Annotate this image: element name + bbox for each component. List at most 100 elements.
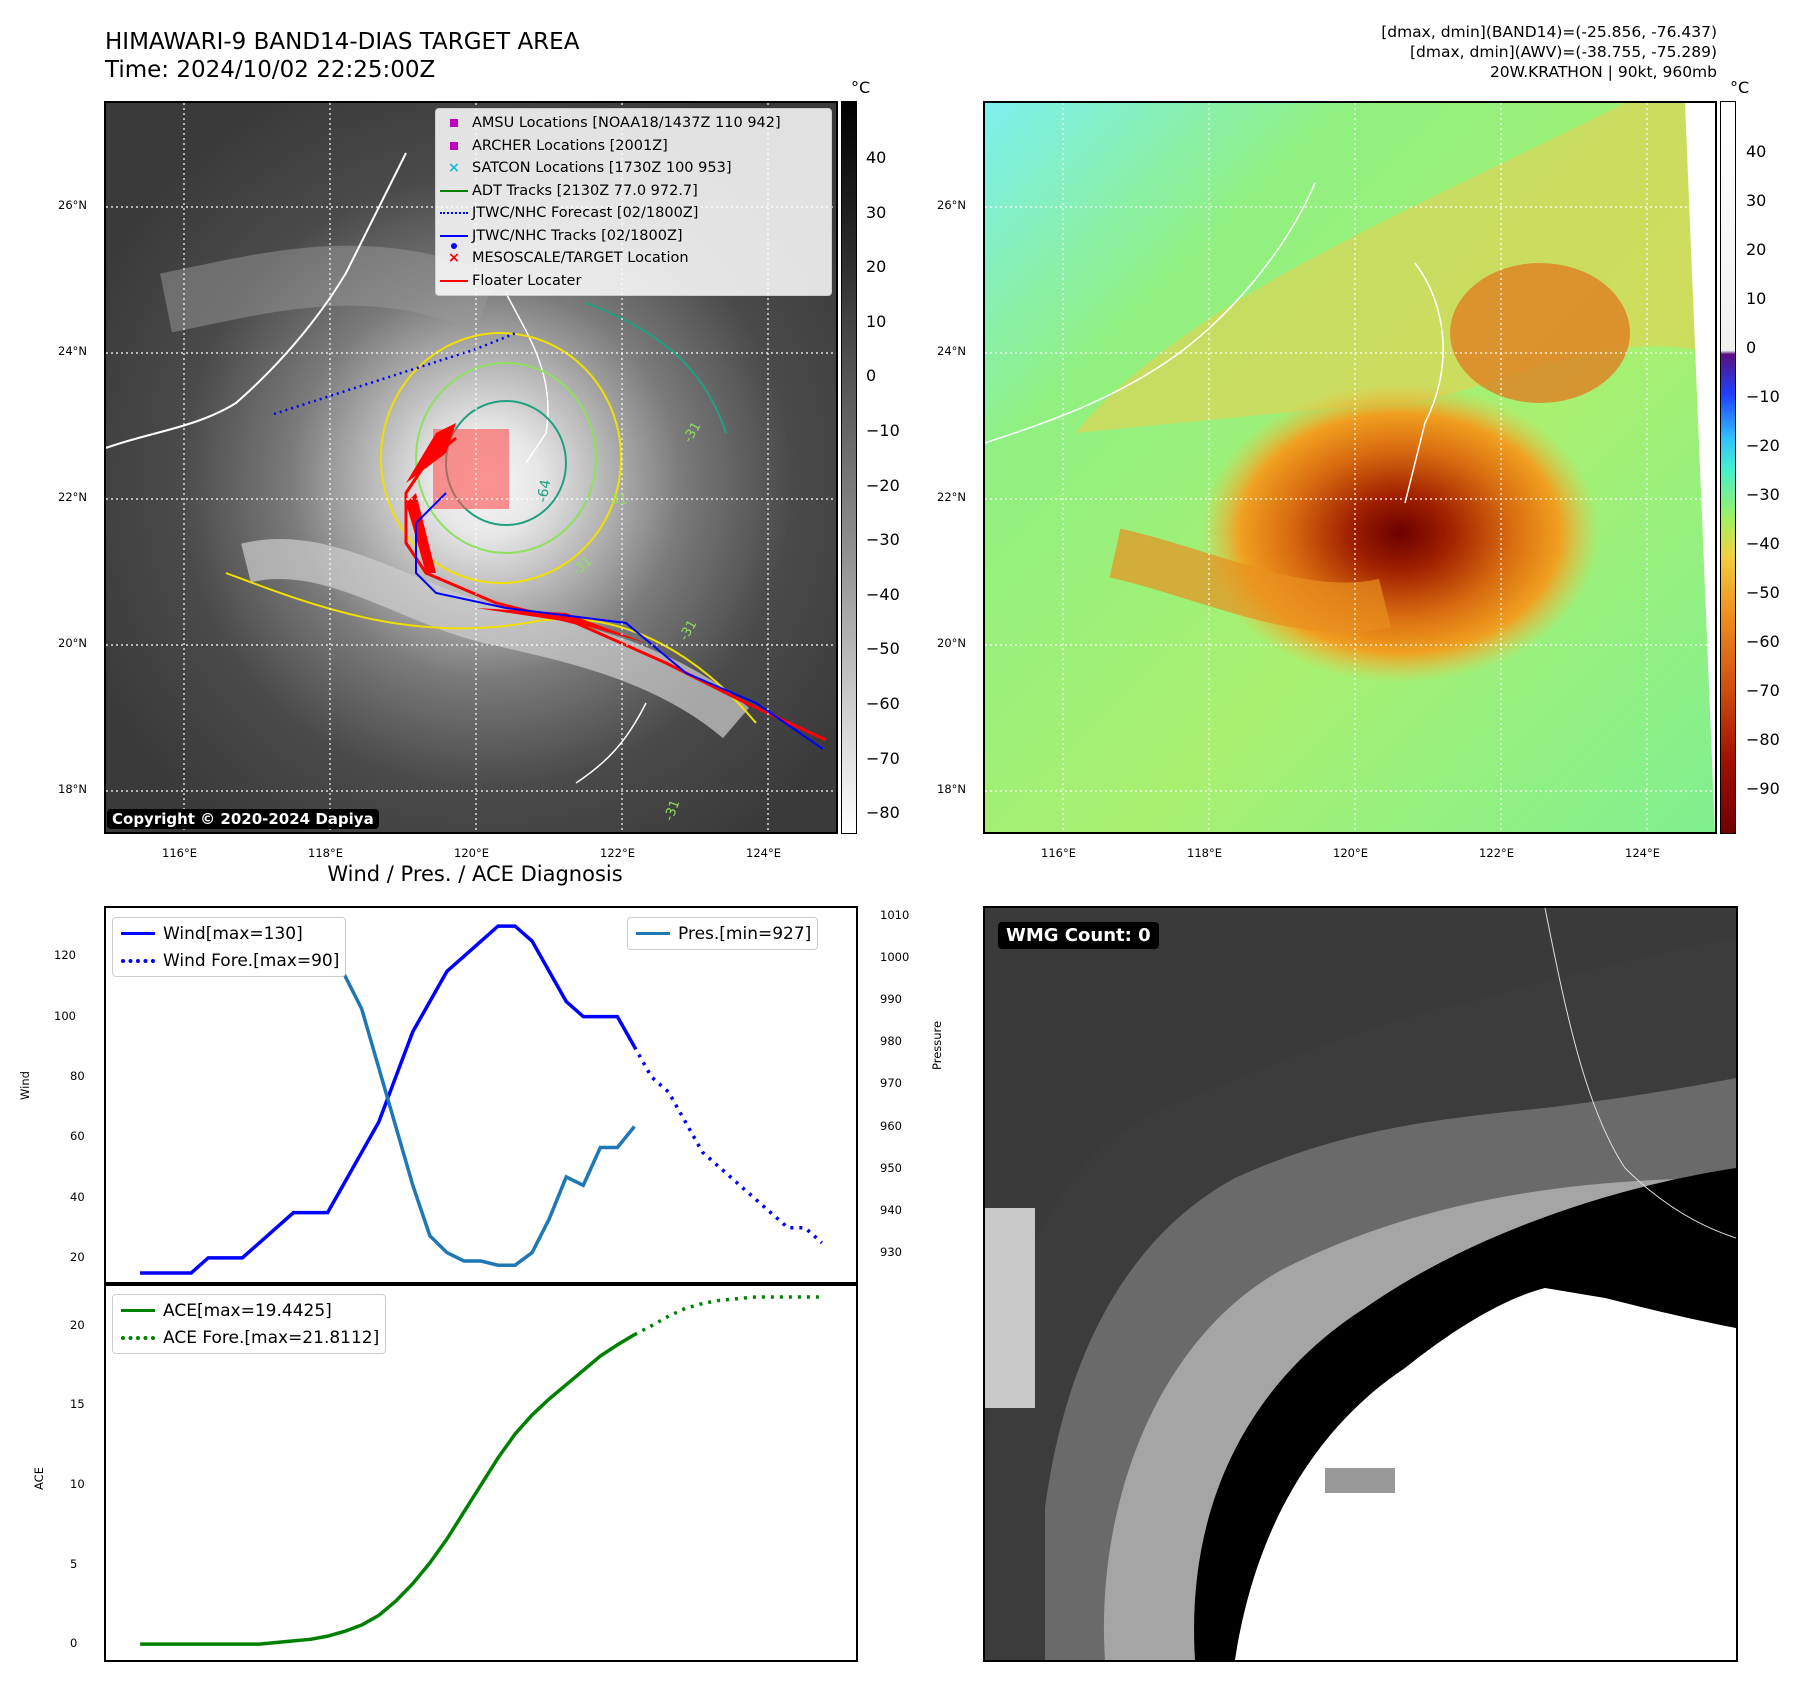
colorbar-tick-label: 40 xyxy=(1746,142,1767,161)
legend-entry: ACE Fore.[max=21.8112] xyxy=(113,1324,379,1351)
wmg-count-badge: WMG Count: 0 xyxy=(998,922,1159,949)
colorbar-tick-label: −70 xyxy=(1746,681,1780,700)
y2-tick-label: 960 xyxy=(880,1118,902,1133)
wind-legend: Wind[max=130] Wind Fore.[max=90] xyxy=(112,917,347,977)
lon-tick-label: 118°E xyxy=(308,846,343,860)
awv-map-panel xyxy=(983,101,1717,834)
colorbar-tick-label: 10 xyxy=(1746,289,1767,308)
lon-tick-label: 124°E xyxy=(746,846,781,860)
lon-tick-label: 116°E xyxy=(1041,846,1076,860)
legend-label: JTWC/NHC Tracks [02/1800Z] xyxy=(472,227,683,244)
y-tick-label: 100 xyxy=(54,1008,76,1023)
legend-entry: Pres.[min=927] xyxy=(628,920,811,947)
colorbar-tick-label: −80 xyxy=(866,803,900,823)
y-tick-label: 120 xyxy=(54,948,76,963)
y-tick-label: 80 xyxy=(70,1068,85,1083)
y-tick-label: 10 xyxy=(70,1476,85,1491)
map-legend: AMSU Locations [NOAA18/1437Z 110 942] AR… xyxy=(435,108,832,296)
legend-entry: AMSU Locations [NOAA18/1437Z 110 942] xyxy=(436,112,831,135)
awv-colorbar xyxy=(1720,101,1736,834)
colorbar-tick-label: −40 xyxy=(1746,534,1780,553)
info-dmax-band14: [dmax, dmin](BAND14)=(-25.856, -76.437) xyxy=(1381,23,1717,41)
pressure-axis-label: Pressure xyxy=(930,1020,944,1070)
lon-tick-label: 122°E xyxy=(1479,846,1514,860)
series-line xyxy=(140,1333,636,1646)
y-tick-label: 40 xyxy=(70,1189,85,1204)
colorbar-tick-label: 10 xyxy=(866,311,887,331)
colorbar-tick-label: −60 xyxy=(866,694,900,713)
legend-entry: × MESOSCALE/TARGET Location xyxy=(447,250,689,267)
colorbar-tick-label: −20 xyxy=(866,475,900,495)
awv-colorbar-unit: °C xyxy=(1730,78,1750,97)
colorbar-tick-label: 0 xyxy=(866,366,877,386)
legend-entry: JTWC/NHC Forecast [02/1800Z] xyxy=(436,202,831,225)
ace-legend: ACE[max=19.4425] ACE Fore.[max=21.8112] xyxy=(112,1294,387,1354)
colorbar-tick-label: −50 xyxy=(866,639,900,659)
y2-tick-label: 930 xyxy=(880,1244,902,1259)
y2-tick-label: 980 xyxy=(880,1034,902,1049)
legend-label: Wind Fore.[max=90] xyxy=(163,950,340,971)
colorbar-tick-label: −10 xyxy=(866,421,900,440)
y-tick-label: 0 xyxy=(70,1636,78,1651)
lon-tick-label: 120°E xyxy=(454,846,489,860)
legend-entry: ARCHER Locations [2001Z] xyxy=(436,135,831,158)
legend-label: ADT Tracks [2130Z 77.0 972.7] xyxy=(472,182,698,199)
colorbar-tick-label: 20 xyxy=(1746,240,1767,259)
lat-tick-label: 20°N xyxy=(58,636,87,650)
y2-tick-label: 1000 xyxy=(880,950,910,965)
legend-entry: Wind[max=130] xyxy=(113,920,339,947)
lat-tick-label: 18°N xyxy=(937,782,966,796)
legend-label: Pres.[min=927] xyxy=(678,923,812,944)
legend-entry: JTWC/NHC Tracks [02/1800Z] xyxy=(436,225,831,249)
figure-title-line2: Time: 2024/10/02 22:25:00Z xyxy=(105,57,436,83)
diagnosis-title: Wind / Pres. / ACE Diagnosis xyxy=(327,862,623,886)
series-line xyxy=(633,1295,822,1337)
copyright-badge: Copyright © 2020-2024 Dapiya xyxy=(107,809,379,829)
colorbar-tick-label: −80 xyxy=(1746,730,1780,749)
legend-label: ARCHER Locations [2001Z] xyxy=(472,137,668,154)
legend-label: JTWC/NHC Forecast [02/1800Z] xyxy=(472,205,699,222)
legend-label: ACE[max=19.4425] xyxy=(163,1300,332,1321)
lat-tick-label: 18°N xyxy=(58,782,87,796)
lat-tick-label: 24°N xyxy=(58,344,87,358)
y2-tick-label: 990 xyxy=(880,992,902,1007)
lon-tick-label: 118°E xyxy=(1187,846,1222,860)
legend-label: MESOSCALE/TARGET Location xyxy=(472,250,689,267)
ir-colorbar xyxy=(841,101,857,834)
colorbar-tick-label: 30 xyxy=(866,202,887,222)
y-tick-label: 20 xyxy=(70,1317,85,1332)
legend-entry: × SATCON Locations [1730Z 100 953] xyxy=(447,160,732,177)
colorbar-tick-label: 20 xyxy=(866,257,887,277)
colorbar-tick-label: −30 xyxy=(1746,485,1780,504)
y-tick-label: 60 xyxy=(70,1129,85,1144)
colorbar-tick-label: −50 xyxy=(1746,583,1780,602)
wind-axis-label: Wind xyxy=(18,1071,32,1100)
ir-map-panel: -64 -31 -31 -31 -31 -31 AMSU Locations [… xyxy=(104,101,838,834)
legend-label: Floater Locater xyxy=(472,272,582,289)
y2-tick-label: 1010 xyxy=(880,908,910,923)
y2-tick-label: 970 xyxy=(880,1076,902,1091)
y-tick-label: 20 xyxy=(70,1249,85,1264)
lon-tick-label: 120°E xyxy=(1333,846,1368,860)
y-tick-label: 5 xyxy=(70,1556,78,1571)
legend-label: ACE Fore.[max=21.8112] xyxy=(163,1327,380,1348)
legend-entry: Wind Fore.[max=90] xyxy=(113,947,339,974)
colorbar-tick-label: −20 xyxy=(1746,436,1780,455)
ir-colorbar-unit: °C xyxy=(851,78,871,97)
lat-tick-label: 26°N xyxy=(58,198,87,212)
colorbar-tick-label: 30 xyxy=(1746,191,1767,210)
legend-label: SATCON Locations [1730Z 100 953] xyxy=(472,160,732,177)
colorbar-tick-label: 40 xyxy=(866,148,887,167)
lat-tick-label: 22°N xyxy=(937,490,966,504)
lat-tick-label: 24°N xyxy=(937,344,966,358)
lon-tick-label: 124°E xyxy=(1625,846,1660,860)
colorbar-tick-label: −10 xyxy=(1746,387,1780,406)
y2-tick-label: 940 xyxy=(880,1202,902,1217)
colorbar-tick-label: −70 xyxy=(866,748,900,768)
legend-entry: ADT Tracks [2130Z 77.0 972.7] xyxy=(436,180,831,203)
colorbar-tick-label: −90 xyxy=(1746,779,1780,798)
y2-tick-label: 950 xyxy=(880,1160,902,1175)
contour-label: -31 xyxy=(606,493,628,508)
legend-entry: Floater Locater xyxy=(436,270,831,293)
legend-label: Wind[max=130] xyxy=(163,923,303,944)
